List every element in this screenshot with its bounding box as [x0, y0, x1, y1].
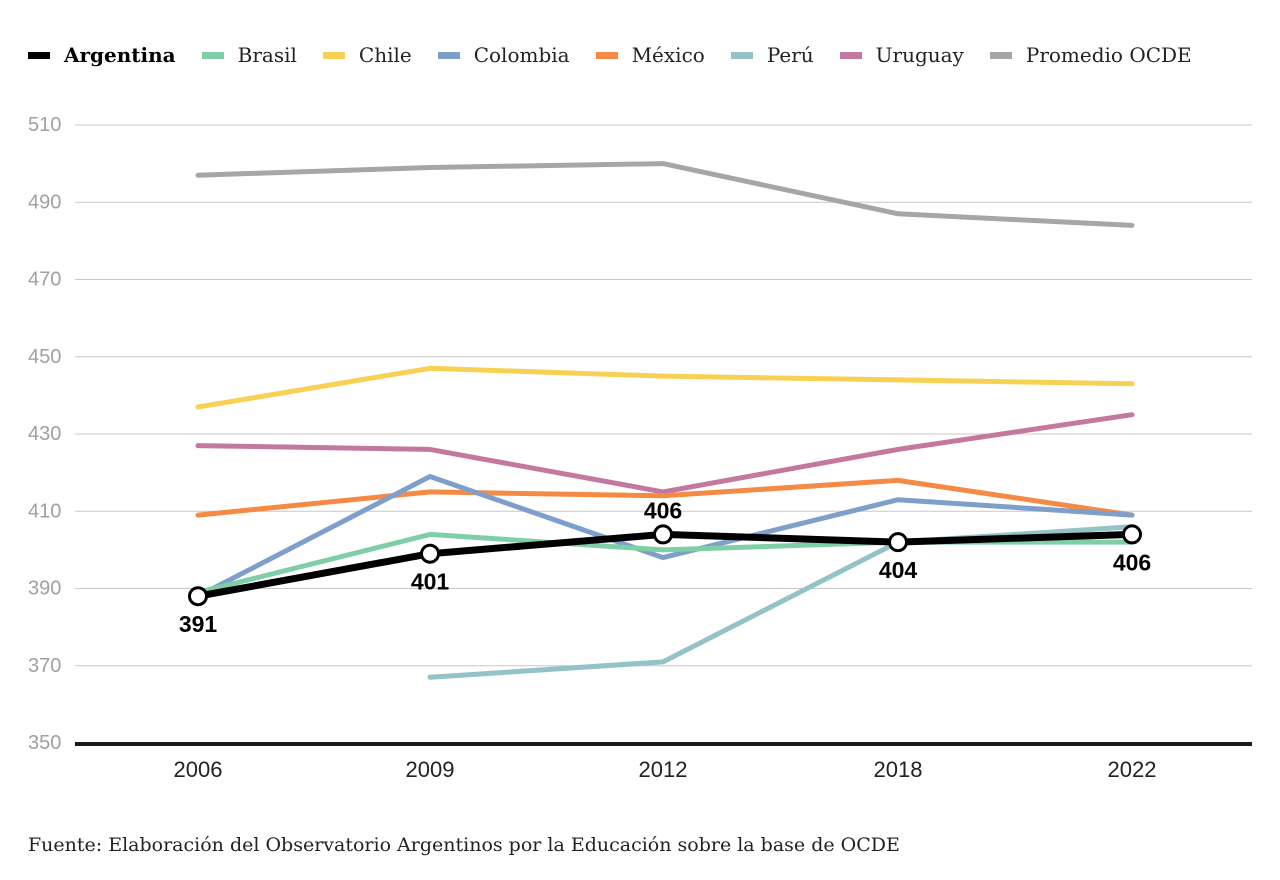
y-tick-label: 430: [28, 423, 61, 445]
legend-item-argentina: Argentina: [28, 43, 176, 67]
x-tick-label: 2009: [406, 757, 455, 782]
data-label-argentina: 406: [644, 497, 682, 523]
y-tick-label: 450: [28, 346, 61, 368]
legend-label: Uruguay: [875, 43, 964, 67]
data-point-argentina: [420, 543, 440, 564]
legend-label: Promedio OCDE: [1025, 43, 1192, 67]
y-tick-label: 510: [28, 114, 61, 136]
y-tick-label: 390: [28, 578, 61, 600]
x-tick-label: 2006: [174, 757, 223, 782]
legend-swatch: [28, 51, 50, 59]
legend-swatch: [201, 51, 224, 59]
y-tick-label: 490: [28, 191, 61, 213]
series-line-colombia: [195, 474, 1135, 599]
series-line-uruguay: [195, 412, 1135, 495]
legend-item-colombia: Colombia: [437, 43, 570, 67]
data-point-argentina: [653, 524, 673, 545]
legend-swatch: [839, 51, 862, 59]
legend-label: Chile: [358, 43, 412, 67]
data-label-argentina: 406: [1113, 549, 1151, 575]
chart-legend: Argentina Brasil Chile Colombia México Perú Ur…: [28, 40, 1218, 70]
series-line-chile: [195, 365, 1135, 410]
x-tick-label: 2012: [639, 757, 688, 782]
legend-swatch: [730, 51, 753, 59]
source-note: Fuente: Elaboración del Observatorio Arg…: [28, 834, 900, 856]
y-tick-label: 410: [28, 500, 61, 522]
legend-swatch: [437, 51, 460, 59]
x-tick-label: 2018: [874, 757, 923, 782]
legend-item-perú: Perú: [730, 43, 814, 67]
data-label-argentina: 391: [179, 611, 218, 637]
y-tick-label: 470: [28, 269, 61, 291]
legend-item-chile: Chile: [322, 43, 412, 67]
data-label-argentina: 401: [411, 569, 450, 595]
legend-swatch: [322, 51, 345, 59]
legend-label: Colombia: [473, 43, 570, 67]
legend-swatch: [595, 51, 618, 59]
data-point-argentina: [188, 586, 208, 607]
series-line-perú: [427, 524, 1135, 680]
series-line-promedio-ocde: [195, 161, 1135, 228]
legend-swatch: [989, 51, 1012, 59]
legend-item-brasil: Brasil: [201, 43, 297, 67]
legend-label: Argentina: [64, 43, 176, 67]
legend-item-méxico: México: [595, 43, 705, 67]
data-point-argentina: [888, 532, 908, 553]
x-tick-label: 2022: [1108, 757, 1157, 782]
legend-item-promedio-ocde: Promedio OCDE: [989, 43, 1192, 67]
legend-label: Brasil: [237, 43, 297, 67]
y-tick-label: 350: [28, 732, 61, 754]
legend-label: Perú: [766, 43, 814, 67]
legend-label: México: [631, 43, 705, 67]
series-line-méxico: [195, 477, 1135, 518]
data-label-argentina: 404: [879, 557, 918, 583]
y-tick-label: 370: [28, 655, 61, 677]
legend-item-uruguay: Uruguay: [839, 43, 964, 67]
data-point-argentina: [1122, 524, 1142, 545]
